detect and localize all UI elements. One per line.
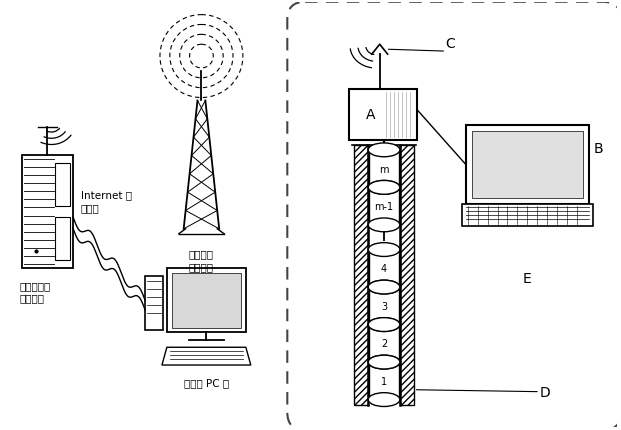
Bar (172, 273, 241, 328)
Bar (400, 146, 414, 405)
Text: B: B (594, 141, 603, 156)
Ellipse shape (368, 181, 400, 195)
Ellipse shape (368, 318, 400, 332)
Bar (472, 132, 584, 199)
Bar (462, 205, 593, 226)
Ellipse shape (368, 355, 400, 369)
Bar (369, 325, 399, 362)
Text: 移动通讯: 移动通讯 (189, 249, 214, 259)
Ellipse shape (368, 218, 400, 232)
Ellipse shape (368, 318, 400, 332)
Ellipse shape (368, 355, 400, 369)
Text: 1: 1 (381, 376, 387, 386)
Bar (369, 287, 399, 325)
Text: 4: 4 (381, 264, 387, 273)
Bar (369, 188, 399, 225)
Ellipse shape (368, 243, 400, 257)
Text: Internet 宽: Internet 宽 (81, 189, 132, 200)
Text: E: E (523, 271, 532, 286)
Ellipse shape (368, 181, 400, 195)
Bar (369, 362, 399, 399)
Bar (369, 150, 399, 188)
Text: m-1: m-1 (374, 202, 394, 212)
Bar (369, 250, 399, 287)
Polygon shape (162, 347, 251, 365)
Text: 远方的 PC 机: 远方的 PC 机 (184, 377, 229, 387)
Bar (55, 218, 70, 261)
Bar (355, 146, 368, 405)
Text: 电话基站: 电话基站 (189, 262, 214, 272)
Bar (350, 89, 417, 141)
Ellipse shape (368, 393, 400, 406)
Ellipse shape (368, 144, 400, 157)
Ellipse shape (368, 280, 400, 294)
Text: 话交换机: 话交换机 (20, 292, 45, 302)
Text: 3: 3 (381, 301, 387, 311)
Text: 2: 2 (381, 338, 387, 348)
Text: m: m (379, 164, 389, 174)
Bar (145, 276, 163, 331)
Text: 带网线: 带网线 (81, 203, 100, 213)
Bar (22, 155, 73, 269)
Bar (167, 269, 246, 333)
Bar (55, 163, 70, 206)
Text: A: A (366, 108, 376, 122)
Text: C: C (445, 37, 455, 51)
Ellipse shape (368, 280, 400, 294)
Text: D: D (540, 385, 550, 399)
Bar (466, 126, 589, 205)
Text: 移动通讯电: 移动通讯电 (20, 280, 51, 291)
